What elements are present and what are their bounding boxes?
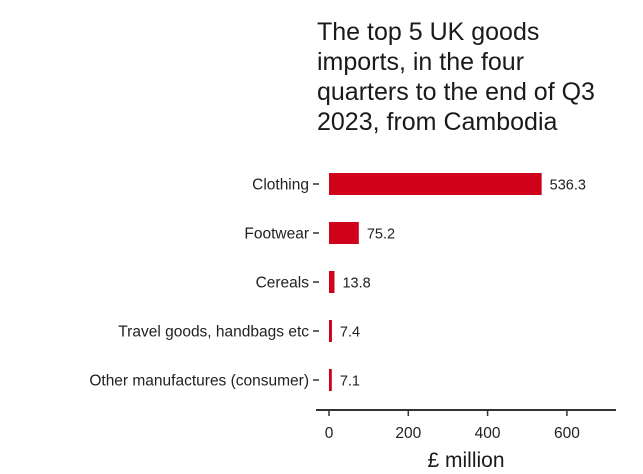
value-labels: 536.3 75.2 13.8 7.4 7.1 [340,178,586,390]
x-tick-label: 200 [395,425,421,442]
bar-footwear [329,222,359,244]
bars [329,173,542,391]
value-label: 536.3 [550,178,586,194]
value-label: 75.2 [367,227,395,243]
x-tick-label: 400 [475,425,501,442]
category-label: Cereals [256,275,310,292]
chart-title-line: imports, in the four [317,48,524,76]
value-label: 7.4 [340,325,360,341]
x-tick-label: 600 [554,425,580,442]
chart-title-line: The top 5 UK goods [317,18,539,46]
category-label: Other manufactures (consumer) [89,373,309,390]
bar-travel-goods-handbags-etc [329,320,332,342]
chart-title-line: 2023, from Cambodia [317,108,558,136]
value-label: 13.8 [342,276,370,292]
category-label: Footwear [244,226,309,243]
x-axis-title: £ million [427,449,504,472]
x-axis: 0 200 400 600 [316,409,616,442]
bar-other-manufactures-consumer [329,369,332,391]
x-tick-label: 0 [325,425,334,442]
bar-cereals [329,271,335,293]
chart-title-line: quarters to the end of Q3 [317,78,595,106]
bar-clothing [329,173,542,195]
category-label: Clothing [252,177,309,194]
category-labels: Clothing Footwear Cereals Travel goods, han… [89,177,319,390]
category-label: Travel goods, handbags etc [118,324,309,341]
value-label: 7.1 [340,374,360,390]
